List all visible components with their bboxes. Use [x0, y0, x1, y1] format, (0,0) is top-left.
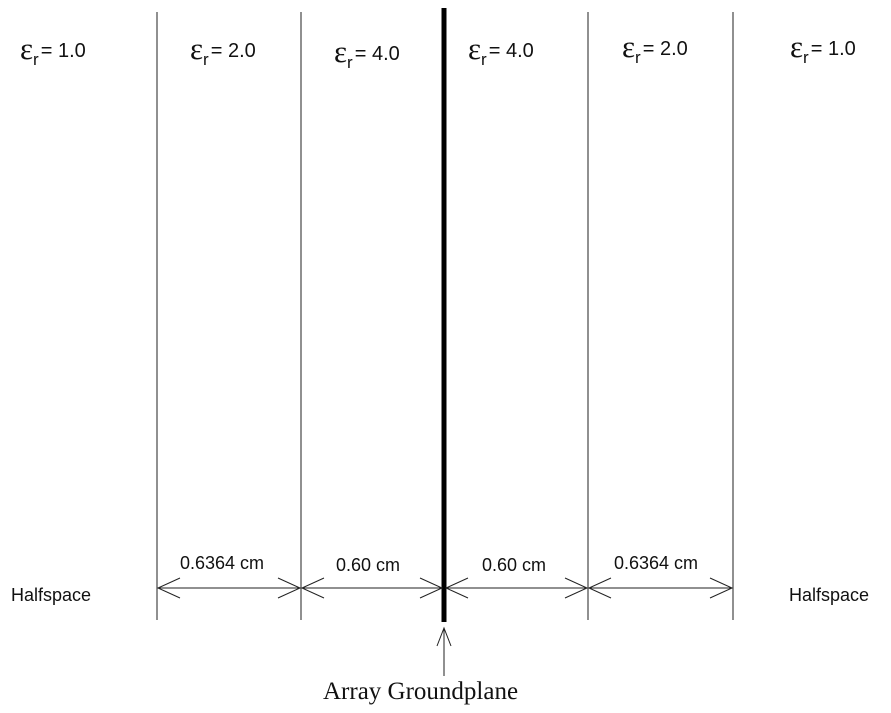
thickness-label-2: 0.60 cm: [336, 555, 401, 575]
permittivity-label-5: εr = 2.0: [622, 29, 688, 67]
permittivity-label-3: εr = 4.0: [334, 34, 400, 72]
dimension-arrow-1: [156, 577, 302, 599]
permittivity-label-6: εr = 1.0: [790, 29, 856, 67]
dimension-arrow-2: [300, 577, 444, 599]
thickness-label-3: 0.60 cm: [482, 555, 547, 575]
halfspace-label-left: Halfspace: [11, 585, 92, 605]
groundplane-pointer-arrow: [436, 626, 452, 676]
halfspace-label-right: Halfspace: [789, 585, 870, 605]
thickness-label-4: 0.6364 cm: [614, 553, 699, 573]
permittivity-label-2: εr = 2.0: [190, 31, 256, 69]
dimension-arrow-4: [587, 577, 734, 599]
dimension-arrow-3: [444, 577, 589, 599]
groundplane-caption: Array Groundplane: [323, 678, 519, 705]
thickness-label-1: 0.6364 cm: [180, 553, 265, 573]
permittivity-label-1: εr = 1.0: [20, 31, 86, 69]
permittivity-label-4: εr = 4.0: [468, 31, 534, 69]
